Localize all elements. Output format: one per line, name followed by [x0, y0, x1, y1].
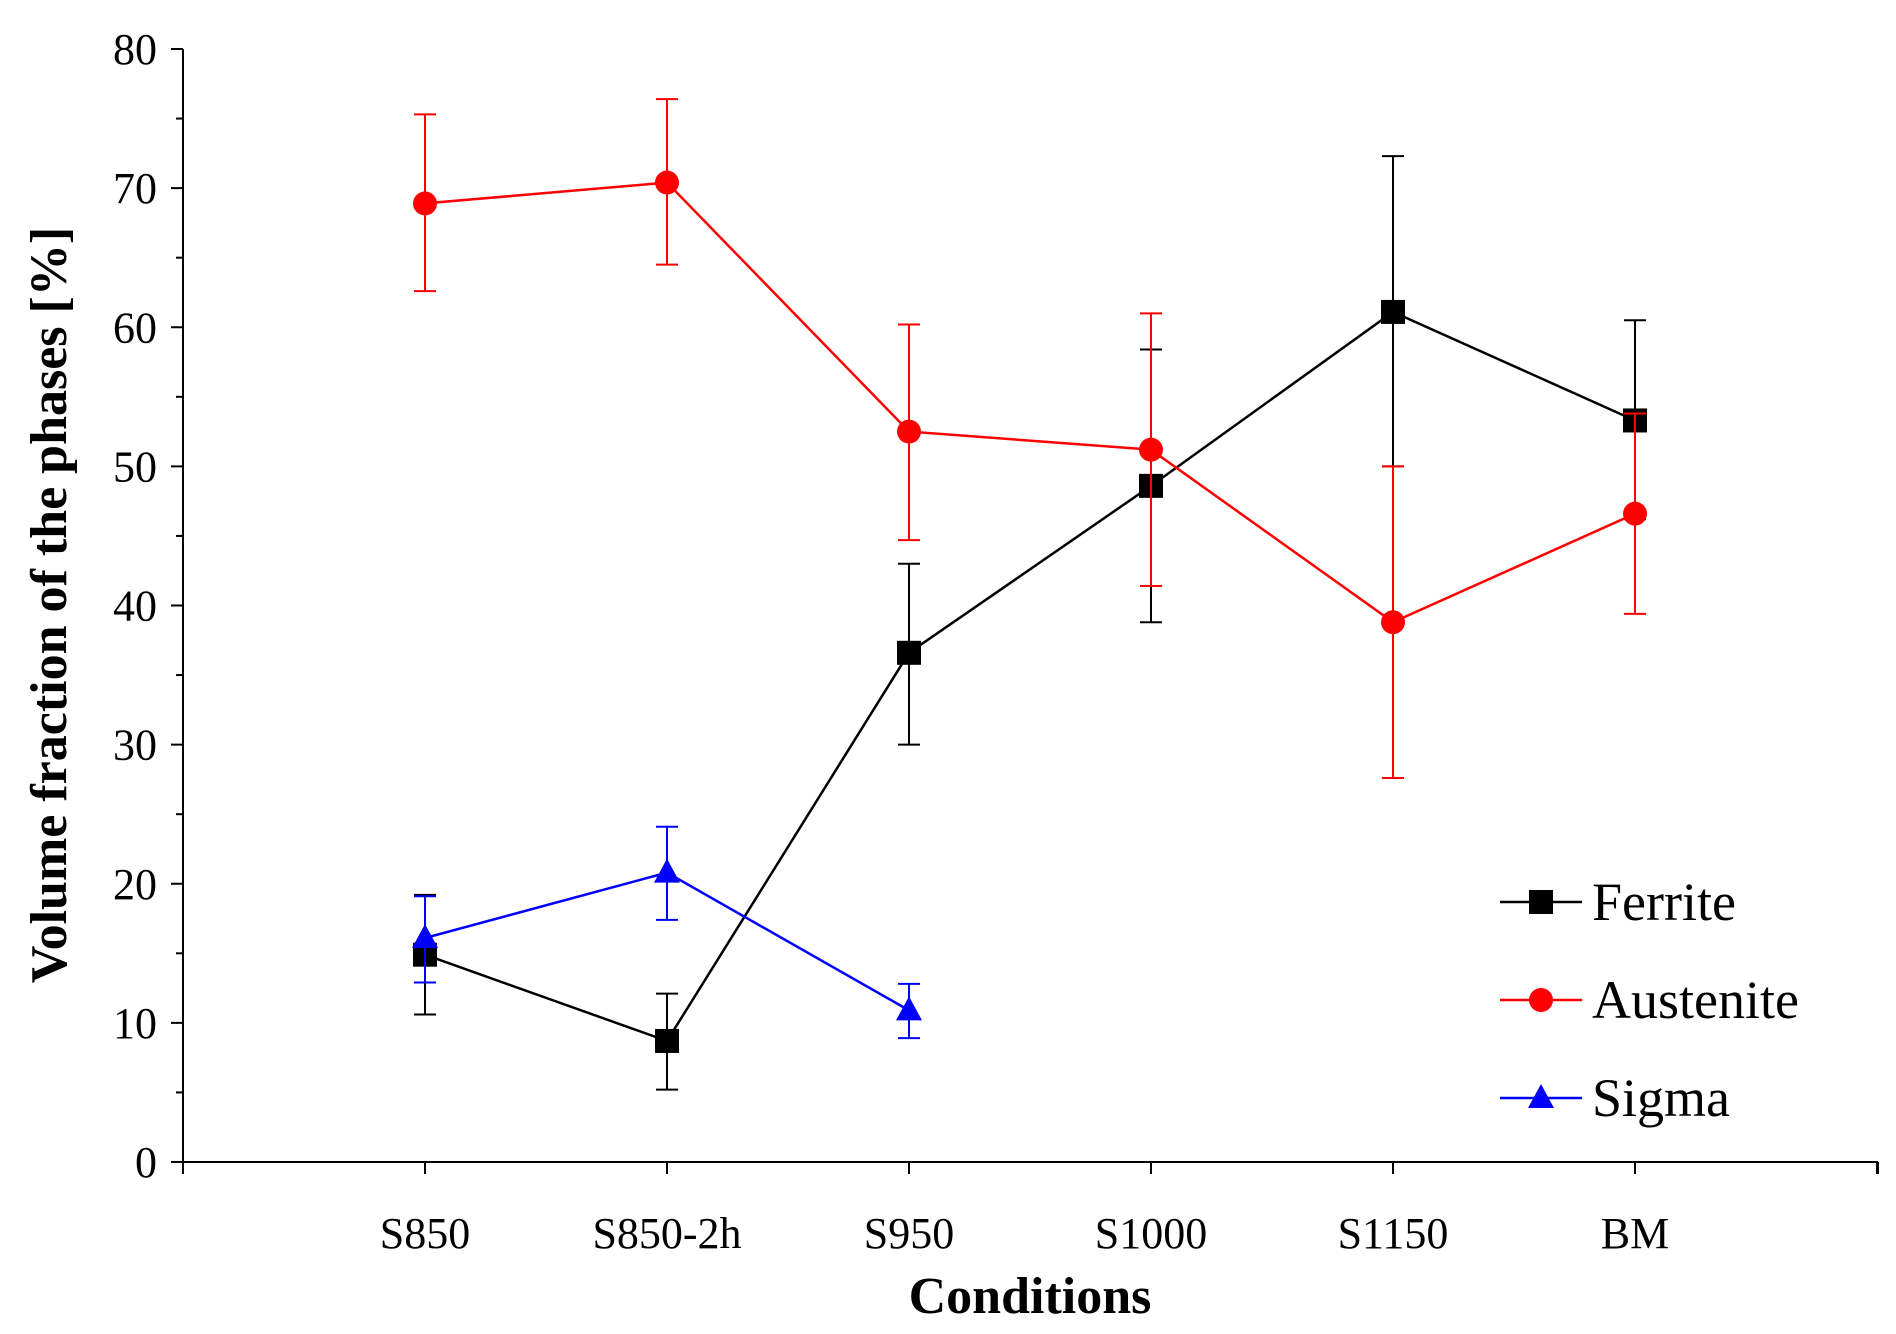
legend-marker	[1529, 988, 1553, 1012]
y-tick-label: 0	[135, 1138, 157, 1187]
data-point	[655, 1028, 679, 1053]
y-tick-label: 10	[113, 999, 157, 1048]
legend-item-ferrite: Ferrite	[1500, 872, 1736, 932]
legend-label: Sigma	[1592, 1068, 1730, 1128]
series-line	[424, 310, 1636, 1043]
series-line	[424, 181, 1636, 624]
x-tick-label: S1000	[1095, 1209, 1207, 1258]
y-tick-label: 60	[113, 303, 157, 352]
legend-label: Austenite	[1592, 970, 1799, 1030]
legend-marker	[1529, 890, 1553, 914]
y-tick-label: 20	[113, 860, 157, 909]
data-point	[654, 858, 680, 883]
y-tick-label: 30	[113, 721, 157, 770]
y-tick-label: 50	[113, 442, 157, 491]
series-sigma	[412, 825, 922, 1040]
series-layer	[412, 98, 1647, 1091]
data-point	[1139, 437, 1163, 462]
x-tick-label: S850	[380, 1209, 470, 1258]
data-point	[897, 640, 921, 665]
data-point	[655, 170, 679, 195]
data-point	[1381, 610, 1405, 635]
x-axis-title: Conditions	[909, 1268, 1152, 1325]
series-austenite	[413, 98, 1647, 780]
data-point	[1623, 501, 1647, 526]
y-tick-label: 40	[113, 582, 157, 631]
y-tick-label: 70	[113, 164, 157, 213]
series-ferrite	[413, 155, 1647, 1091]
data-point	[1381, 299, 1405, 324]
data-point	[897, 419, 921, 444]
data-point	[413, 191, 437, 216]
y-tick-label: 80	[113, 25, 157, 74]
x-tick-label: S850-2h	[592, 1209, 741, 1258]
x-tick-label: S1150	[1338, 1209, 1449, 1258]
data-point	[412, 924, 438, 949]
axis-ticks: 0 10 20 30 40 50 60 70 80 S850 S850-2h S950 S1000 S11…	[113, 25, 1879, 1258]
legend-item-sigma: Sigma	[1500, 1068, 1730, 1128]
x-tick-label: BM	[1601, 1209, 1669, 1258]
legend-item-austenite: Austenite	[1500, 970, 1799, 1030]
legend: Ferrite Austenite Sigma	[1500, 872, 1799, 1128]
legend-marker	[1528, 1084, 1554, 1108]
x-tick-label: S950	[864, 1209, 954, 1258]
data-point	[896, 996, 922, 1021]
legend-label: Ferrite	[1592, 872, 1736, 932]
y-axis-title: Volume fraction of the phases [%]	[21, 227, 78, 983]
